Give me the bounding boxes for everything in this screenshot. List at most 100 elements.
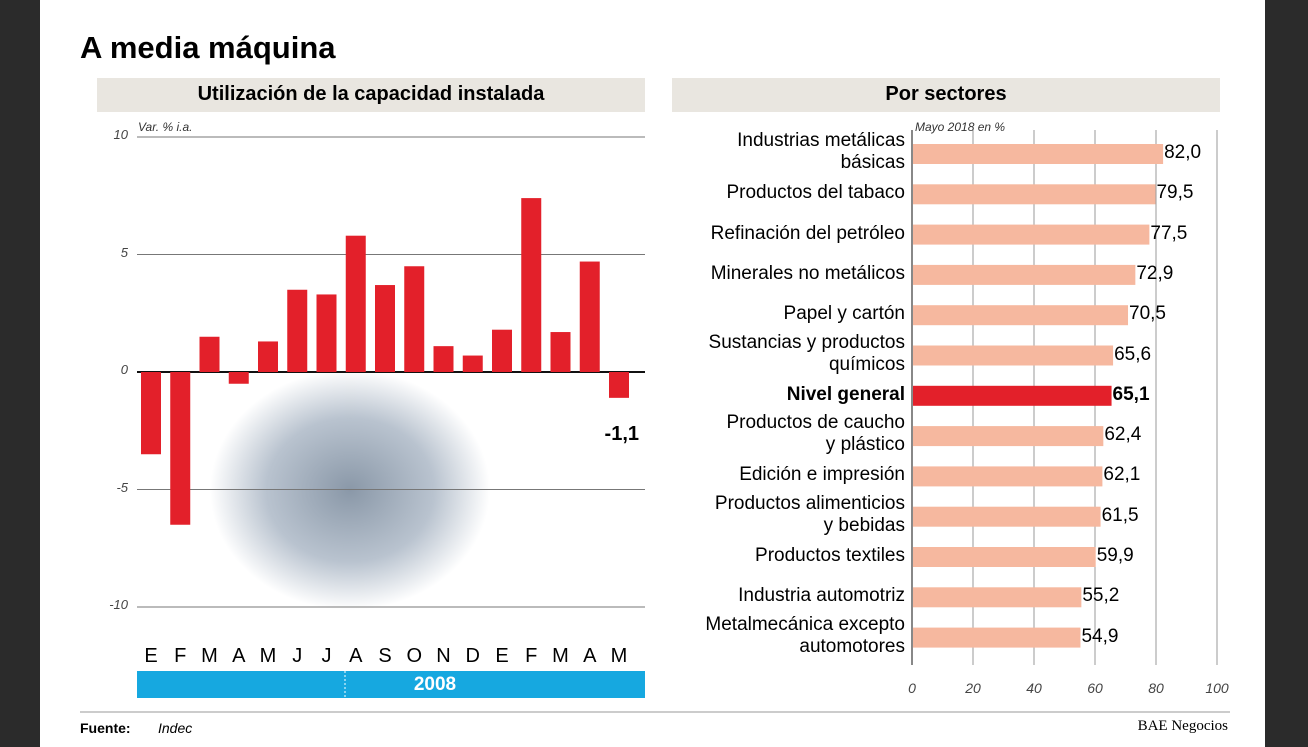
x-tick-label: 0 <box>908 680 916 696</box>
x-tick-label: J <box>292 645 303 667</box>
y-tick-label: Nivel general <box>786 383 905 405</box>
bar <box>462 355 483 372</box>
value-label: -1,1 <box>604 422 639 445</box>
header-band <box>97 78 645 112</box>
x-tick-label: E <box>144 645 158 667</box>
value-label: 54,9 <box>1081 625 1119 647</box>
x-tick-label: M <box>201 645 218 667</box>
header-band <box>672 78 1220 112</box>
bar <box>913 144 1164 164</box>
x-tick-label: D <box>465 645 480 667</box>
x-tick-label: M <box>259 645 277 667</box>
source: Indec <box>158 720 193 736</box>
credit: BAE Negocios <box>1137 718 1228 734</box>
bar <box>492 329 512 372</box>
x-tick-label: 20 <box>965 680 981 696</box>
value-label: 62,1 <box>1103 464 1141 486</box>
bar <box>550 332 571 372</box>
value-label: 65,1 <box>1112 383 1150 405</box>
y-tick-label: Sustancias y productos químicos <box>708 331 905 375</box>
y-tick-label: 10 <box>113 127 128 142</box>
subtitle: Mayo 2018 en % <box>915 120 1006 134</box>
x-tick-label: F <box>525 645 538 667</box>
value-label: 59,9 <box>1096 545 1134 566</box>
x-tick-label: M <box>610 645 628 667</box>
y-tick-label: Edición e impresión <box>739 464 905 486</box>
value-label: 62,4 <box>1104 424 1142 446</box>
bar <box>913 587 1082 608</box>
page-title: A media máquina <box>80 30 336 65</box>
bar <box>913 305 1129 326</box>
value-label: 55,2 <box>1082 585 1120 607</box>
source-label: Fuente: <box>80 720 131 736</box>
bar <box>913 385 1112 406</box>
x-tick-label: O <box>406 645 423 667</box>
bar <box>141 372 161 455</box>
bar <box>404 266 425 372</box>
y-tick-label: Industrias metálicas básicas <box>737 130 905 173</box>
value-label: 65,6 <box>1114 343 1152 365</box>
bar <box>316 294 337 372</box>
bar <box>913 547 1096 567</box>
bar <box>913 506 1101 527</box>
value-label: 77,5 <box>1150 222 1188 244</box>
y-tick-label: Papel y cartón <box>783 303 905 325</box>
bar <box>287 289 308 372</box>
y-tick-label: Refinación del petróleo <box>710 222 905 244</box>
x-tick-label: F <box>174 645 187 667</box>
y-tick-label: -5 <box>116 479 128 495</box>
bar <box>170 372 191 525</box>
y-tick-label: Productos de caucho y plástico <box>726 412 905 456</box>
bar <box>609 372 629 398</box>
x-tick-label: 60 <box>1087 680 1103 696</box>
chart-title: Utilización de la capacidad instalada <box>197 83 545 105</box>
x-tick-label: A <box>349 645 363 667</box>
y-tick-label: 5 <box>120 244 128 260</box>
bar <box>228 372 249 384</box>
bar <box>913 466 1103 487</box>
bar <box>913 627 1081 648</box>
bar <box>258 341 278 372</box>
y-tick-label: Productos del tabaco <box>726 182 905 204</box>
y-tick-label: Productos alimenticios y bebidas <box>714 492 905 536</box>
y-tick-label: -10 <box>109 597 128 612</box>
bar <box>345 235 366 372</box>
x-tick-label: N <box>436 645 451 667</box>
axis-label: Var. % i.a. <box>138 120 193 134</box>
y-tick-label: Industria automotriz <box>738 585 905 607</box>
bar <box>375 285 395 372</box>
y-tick-label: Minerales no metálicos <box>710 262 905 284</box>
value-label: 70,5 <box>1129 303 1166 325</box>
x-tick-label: 40 <box>1026 680 1042 696</box>
x-tick-label: 100 <box>1205 680 1229 696</box>
y-tick-label: Metalmecánica excepto automotores <box>705 613 905 657</box>
bar <box>913 184 1156 205</box>
x-tick-label: A <box>583 645 597 667</box>
bar <box>913 345 1114 366</box>
period-band <box>137 671 645 698</box>
bar <box>913 426 1104 447</box>
x-tick-label: S <box>378 645 392 667</box>
bar <box>913 224 1150 245</box>
bar <box>199 336 220 372</box>
value-label: 61,5 <box>1101 504 1139 526</box>
bar <box>433 346 454 372</box>
bar <box>521 198 542 372</box>
x-tick-label: J <box>321 645 332 667</box>
bar <box>579 261 600 372</box>
value-label: 82,0 <box>1164 142 1202 163</box>
x-tick-label: 80 <box>1148 680 1164 696</box>
y-tick-label: 0 <box>120 362 128 377</box>
chart-title: Por sectores <box>885 83 1007 105</box>
value-label: 72,9 <box>1136 262 1174 284</box>
x-tick-label: A <box>232 645 246 667</box>
y-tick-label: Productos textiles <box>755 545 905 566</box>
period-label: 2008 <box>413 674 457 695</box>
x-tick-label: E <box>495 645 509 667</box>
x-tick-label: M <box>552 645 569 667</box>
bar <box>913 264 1136 285</box>
value-label: 79,5 <box>1156 182 1194 204</box>
